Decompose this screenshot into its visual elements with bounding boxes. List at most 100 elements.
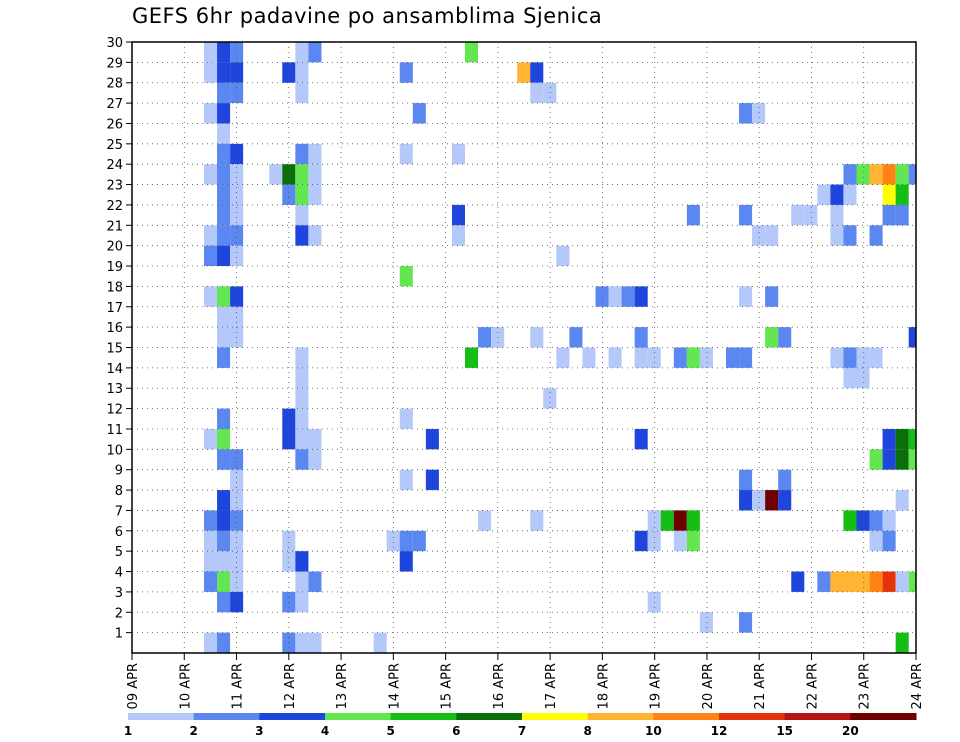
heatmap-cell (217, 204, 231, 226)
heatmap-cell (478, 327, 492, 348)
legend-swatch (784, 713, 851, 720)
y-tick-label: 6 (115, 525, 123, 540)
y-tick-label: 24 (106, 158, 123, 173)
heatmap-cell (295, 408, 309, 429)
heatmap-cell (230, 286, 244, 307)
heatmap-cell (869, 347, 883, 368)
heatmap-cell (556, 347, 570, 368)
y-tick-label: 23 (106, 179, 123, 194)
heatmap-cell (765, 327, 779, 348)
heatmap-cell (739, 204, 753, 226)
heatmap-cell (582, 347, 596, 368)
heatmap-cell (412, 103, 426, 124)
heatmap-cell (830, 204, 844, 226)
x-tick-label: 19 APR (649, 663, 664, 709)
heatmap-cell (465, 347, 479, 368)
heatmap-cell (634, 327, 648, 348)
heatmap-cell (217, 82, 231, 104)
heatmap-cell (217, 632, 231, 653)
heatmap-cell (204, 428, 218, 450)
heatmap-cell (830, 225, 844, 246)
plot-frame (131, 41, 917, 654)
heatmap-cell (217, 591, 231, 613)
x-tick-label: 09 APR (126, 663, 141, 709)
legend-label: 6 (452, 724, 460, 738)
heatmap-cell (634, 347, 648, 368)
x-tick-label: 16 APR (492, 663, 507, 709)
y-tick-label: 9 (115, 464, 123, 479)
heatmap-cell (830, 347, 844, 368)
heatmap-cell (621, 286, 635, 307)
heatmap-cell (308, 184, 322, 205)
y-tick-label: 16 (106, 321, 123, 336)
heatmap-cell (230, 510, 244, 531)
y-tick-label: 2 (115, 606, 123, 621)
heatmap-cell (869, 164, 883, 185)
heatmap-cell (739, 612, 753, 633)
heatmap-cell (217, 449, 231, 470)
heatmap-cell (608, 286, 622, 307)
heatmap-cell (843, 571, 857, 592)
heatmap-cell (699, 612, 713, 633)
heatmap-cell (230, 225, 244, 246)
heatmap-cell (204, 551, 218, 572)
heatmap-cell (295, 62, 309, 83)
legend-label: 4 (321, 724, 329, 738)
heatmap-cell (908, 571, 916, 592)
legend-swatch (456, 713, 523, 720)
heatmap-cell (739, 103, 753, 124)
heatmap-cell (308, 571, 322, 592)
heatmap-cell (843, 164, 857, 185)
x-tick-label: 12 APR (283, 663, 298, 709)
heatmap-cell (869, 571, 883, 592)
x-axis: 09 APR 10 APR 11 APR 12 APR 13 APR 14 APR 15 A… (126, 653, 925, 709)
heatmap-cell (295, 449, 309, 470)
heatmap-cell (217, 123, 231, 144)
y-tick-label: 29 (106, 56, 123, 71)
legend-swatch (719, 713, 786, 720)
heatmap-cell (295, 164, 309, 185)
heatmap-cell (752, 225, 766, 246)
legend-swatch (128, 713, 195, 720)
heatmap-cell (282, 164, 296, 185)
heatmap-cell (634, 428, 648, 450)
heatmap-cell (869, 530, 883, 552)
heatmap-cell (673, 510, 687, 531)
heatmap-cell (895, 632, 909, 653)
y-tick-label: 7 (115, 504, 123, 519)
heatmap-cell (686, 530, 700, 552)
heatmap-cell (204, 510, 218, 531)
heatmap-cell (856, 367, 870, 389)
heatmap-cell (217, 184, 231, 205)
heatmap-cell (556, 245, 570, 267)
heatmap-cell (686, 204, 700, 226)
legend-swatch (587, 713, 654, 720)
heatmap-cell (869, 449, 883, 470)
heatmap-cell (399, 469, 413, 491)
legend-swatch (850, 713, 917, 720)
heatmap-cell (217, 551, 231, 572)
heatmap-cell (217, 286, 231, 307)
heatmap-cell (752, 490, 766, 511)
heatmap-cell (882, 449, 896, 470)
heatmap-cell (817, 571, 831, 592)
heatmap-cell (230, 530, 244, 552)
heatmap-cell (295, 632, 309, 653)
heatmap-cell (686, 347, 700, 368)
legend-label: 12 (711, 724, 728, 738)
heatmap-cell (204, 164, 218, 185)
chart-title: GEFS 6hr padavine po ansamblima Sjenica (132, 4, 603, 28)
heatmap-cell (530, 62, 544, 83)
heatmap-cell (686, 510, 700, 531)
y-tick-label: 12 (106, 403, 123, 418)
heatmap-cell (647, 530, 661, 552)
heatmap-cell (295, 204, 309, 226)
heatmap-cell (204, 42, 218, 63)
heatmap-cell (217, 62, 231, 83)
y-tick-label: 15 (106, 342, 123, 357)
heatmap-cell (830, 571, 844, 592)
heatmap-cell (230, 490, 244, 511)
heatmap-cell (451, 225, 465, 246)
y-tick-label: 22 (106, 199, 123, 214)
heatmap-cell (882, 184, 896, 205)
